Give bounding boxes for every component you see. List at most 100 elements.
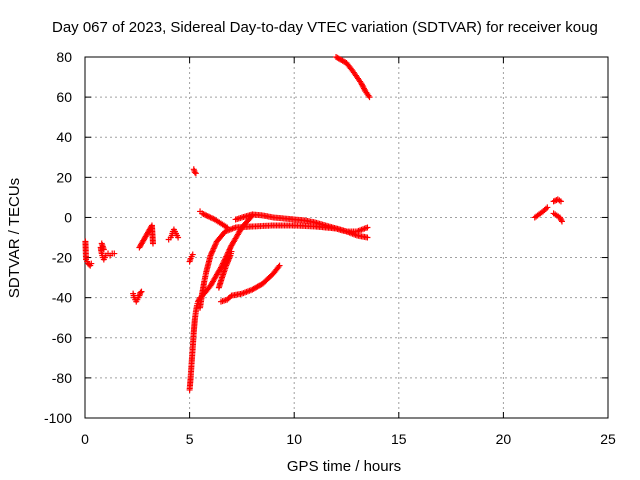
data-point [207,254,214,261]
data-point [542,205,549,212]
series-isolated [136,222,156,251]
data-point [205,285,212,292]
series-arc-mid-3 [217,262,283,305]
data-point [206,213,213,220]
data-point [100,245,107,252]
series-arc-mid-2 [232,211,371,235]
series-arc-22h-2 [550,196,564,205]
x-tick-label: 15 [391,431,407,447]
data-point [99,242,106,249]
data-point [225,295,232,302]
data-point [274,265,281,272]
series-arc-2h [130,288,145,305]
data-point [331,225,338,232]
data-point [267,272,274,279]
axis-ticks [84,56,609,419]
series-arc-5h-low [186,251,196,265]
data-point [191,167,198,174]
data-point [201,211,208,218]
data-point [220,230,227,237]
data-point [558,218,565,225]
data-point [130,292,137,299]
series-arc-early-1 [82,238,95,269]
y-tick-label: 0 [64,209,72,225]
data-point [199,210,206,217]
data-point [237,214,244,221]
series-arc-22h-1 [531,204,551,221]
series-arc-5h-high [190,166,199,177]
data-point [99,252,106,259]
data-point [247,287,254,294]
data-point [321,222,328,229]
data-point [200,211,207,218]
y-tick-label: 80 [56,49,72,65]
data-point [552,211,559,218]
data-point [231,225,238,232]
x-tick-label: 10 [286,431,302,447]
data-point [222,223,229,230]
data-point [187,257,194,264]
chart-title: Day 067 of 2023, Sidereal Day-to-day VTE… [52,19,598,36]
series-arc-early-2 [97,244,118,263]
data-point [362,225,369,232]
data-point [218,276,225,283]
data-point [175,234,182,241]
data-point [218,263,225,270]
data-point [237,290,244,297]
data-point [204,213,211,220]
series-arc-early-3 [98,240,107,253]
data-point [225,249,232,256]
data-point [216,219,223,226]
grid-lines [85,57,608,418]
data-point [550,198,557,205]
y-tick-label: -20 [52,250,72,266]
data-point [136,291,143,298]
x-tick-label: 20 [496,431,512,447]
data-point [360,84,367,91]
data-point [200,280,207,287]
y-tick-label: 20 [56,169,72,185]
y-tick-label: -40 [52,290,72,306]
data-point [533,213,540,220]
series-arc-mid-4 [215,248,235,291]
data-point [219,261,226,268]
y-tick-label: -100 [44,410,72,426]
data-point [556,197,563,204]
data-point [208,215,215,222]
data-point [226,253,233,260]
data-point [360,85,367,92]
y-tick-label: 60 [56,89,72,105]
data-point [340,58,347,65]
data-point [352,72,359,79]
series-arc-top [333,54,373,101]
plot-frame [84,56,609,419]
data-points [82,54,565,393]
data-point [558,217,565,224]
tick-labels: -100 -80 -60 -40 -20 0 20 40 60 80 0 5 10 15 20 25 [44,49,616,447]
y-tick-label: 40 [56,129,72,145]
data-point [111,250,118,257]
x-tick-label: 5 [186,431,194,447]
data-point [149,239,156,246]
series-arc-mid-1 [197,208,231,231]
data-point [537,210,544,217]
data-point [222,264,229,271]
data-point [202,270,209,277]
data-point [88,260,95,267]
data-point [365,92,372,99]
x-tick-label: 0 [81,431,89,447]
y-tick-label: -80 [52,370,72,386]
x-axis-title: GPS time / hours [287,458,401,475]
data-point [227,250,234,257]
data-point [544,204,551,211]
data-point [541,207,548,214]
data-point [362,234,369,241]
data-point [203,212,210,219]
data-point [275,263,282,270]
data-point [358,81,365,88]
data-point [359,82,366,89]
data-point [189,251,196,258]
data-point [216,267,223,274]
data-point [310,219,317,226]
